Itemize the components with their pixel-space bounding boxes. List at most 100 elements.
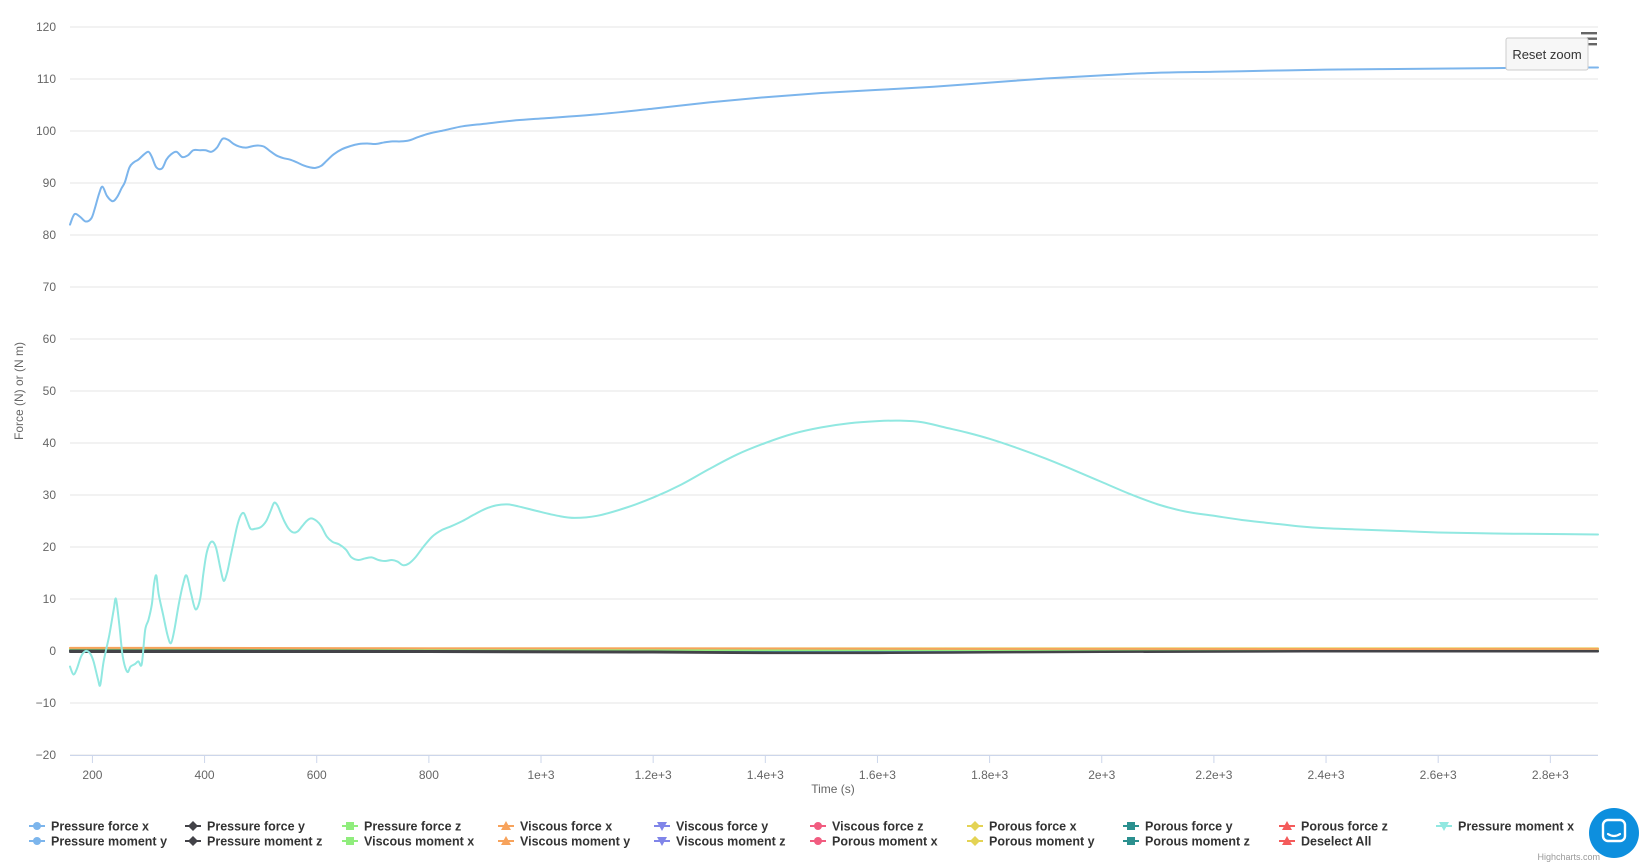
legend-item-porous-force-x[interactable]: Porous force x: [967, 820, 1077, 834]
y-axis-title: Force (N) or (N m): [12, 342, 26, 440]
legend-item-pressure-force-y[interactable]: Pressure force y: [185, 820, 305, 834]
legend-label: Pressure moment y: [51, 835, 167, 849]
legend-item-porous-moment-x[interactable]: Porous moment x: [810, 835, 938, 849]
legend-item-viscous-moment-x[interactable]: Viscous moment x: [342, 835, 474, 849]
y-tick-label: 0: [49, 644, 56, 658]
legend-label: Porous moment z: [1145, 835, 1250, 849]
x-axis-title: Time (s): [811, 782, 855, 796]
legend-label: Porous force y: [1145, 820, 1233, 834]
legend-marker-triangle-down: [657, 837, 667, 846]
legend-label: Pressure force z: [364, 820, 461, 834]
legend-item-viscous-force-z[interactable]: Viscous force z: [810, 820, 923, 834]
legend-item-viscous-moment-y[interactable]: Viscous moment y: [498, 835, 630, 849]
legend-label: Viscous moment z: [676, 835, 786, 849]
x-tick-label: 1.4e+3: [747, 768, 784, 782]
legend-marker-square: [346, 837, 354, 845]
legend-item-pressure-moment-x[interactable]: Pressure moment x: [1436, 820, 1574, 834]
x-tick-label: 1e+3: [528, 768, 555, 782]
legend-marker-diamond: [188, 836, 198, 846]
chat-launcher-button[interactable]: [1589, 808, 1639, 858]
y-tick-label: 60: [43, 332, 57, 346]
legend-marker-circle: [33, 837, 41, 845]
x-tick-label: 2e+3: [1088, 768, 1115, 782]
x-tick-label: 2.2e+3: [1195, 768, 1232, 782]
legend-marker-triangle: [501, 836, 511, 845]
reset-zoom-button[interactable]: Reset zoom: [1505, 37, 1589, 71]
legend-marker-triangle-down: [1439, 822, 1449, 831]
highcharts-credits[interactable]: Highcharts.com: [1537, 852, 1600, 862]
x-tick-label: 400: [195, 768, 215, 782]
y-tick-label: 90: [43, 176, 57, 190]
series-line-pressure-force-y[interactable]: [69, 649, 1599, 654]
legend-marker-square: [1127, 837, 1135, 845]
legend-marker-triangle: [501, 821, 511, 830]
y-tick-label: 10: [43, 592, 57, 606]
series-line-viscous-force-x[interactable]: [69, 646, 1599, 650]
legend-item-deselect-all[interactable]: Deselect All: [1279, 835, 1371, 849]
legend-item-pressure-force-x[interactable]: Pressure force x: [29, 820, 149, 834]
legend-item-pressure-force-z[interactable]: Pressure force z: [342, 820, 461, 834]
legend-label: Viscous moment y: [520, 835, 630, 849]
legend-marker-circle: [33, 822, 41, 830]
legend-marker-triangle: [1282, 836, 1292, 845]
legend-marker-circle: [814, 837, 822, 845]
legend-label: Pressure moment x: [1458, 820, 1574, 834]
chart-legend: Pressure force x Pressure force y Pressure…: [29, 820, 1574, 849]
series-line-pressure-moment-x[interactable]: [69, 419, 1599, 687]
legend-label: Viscous force y: [676, 820, 768, 834]
legend-label: Pressure moment z: [207, 835, 322, 849]
y-tick-label: 80: [43, 228, 57, 242]
legend-item-porous-moment-z[interactable]: Porous moment z: [1123, 835, 1250, 849]
x-tick-label: 2.6e+3: [1420, 768, 1457, 782]
legend-marker-square: [346, 822, 354, 830]
legend-label: Porous moment x: [832, 835, 938, 849]
legend-label: Porous moment y: [989, 835, 1095, 849]
legend-label: Viscous moment x: [364, 835, 474, 849]
legend-item-viscous-moment-z[interactable]: Viscous moment z: [654, 835, 786, 849]
axes: −20 −10 0 10 20 30 40 50 60 70 80 90 100 110 120 200 400…: [36, 20, 1598, 782]
legend-marker-triangle: [1282, 821, 1292, 830]
legend-marker-square: [1127, 822, 1135, 830]
y-tick-label: 100: [36, 124, 56, 138]
legend-label: Viscous force z: [832, 820, 923, 834]
y-tick-label: 20: [43, 540, 57, 554]
legend-marker-diamond: [188, 821, 198, 831]
legend-item-porous-force-z[interactable]: Porous force z: [1279, 820, 1388, 834]
legend-marker-diamond: [970, 836, 980, 846]
grid-lines: [70, 26, 1598, 756]
hamburger-menu-icon[interactable]: [1578, 28, 1604, 50]
y-tick-label: 40: [43, 436, 57, 450]
x-tick-label: 1.6e+3: [859, 768, 896, 782]
x-tick-label: 200: [82, 768, 102, 782]
legend-label: Deselect All: [1301, 835, 1371, 849]
legend-label: Pressure force x: [51, 820, 149, 834]
legend-item-pressure-moment-z[interactable]: Pressure moment z: [185, 835, 322, 849]
legend-item-porous-moment-y[interactable]: Porous moment y: [967, 835, 1095, 849]
y-tick-label: 50: [43, 384, 57, 398]
legend-label: Pressure force y: [207, 820, 305, 834]
legend-item-viscous-force-x[interactable]: Viscous force x: [498, 820, 612, 834]
y-tick-label: 70: [43, 280, 57, 294]
y-tick-label: 120: [36, 20, 56, 34]
y-tick-label: −10: [36, 696, 57, 710]
x-tick-label: 2.4e+3: [1308, 768, 1345, 782]
chat-bubble-icon: [1601, 818, 1627, 843]
legend-item-porous-force-y[interactable]: Porous force y: [1123, 820, 1233, 834]
y-tick-label: 30: [43, 488, 57, 502]
y-tick-label: −20: [36, 748, 57, 762]
legend-item-pressure-moment-y[interactable]: Pressure moment y: [29, 835, 167, 849]
legend-marker-circle: [814, 822, 822, 830]
plot-area: [69, 66, 1599, 687]
legend-label: Viscous force x: [520, 820, 612, 834]
series-line-pressure-force-x[interactable]: [69, 66, 1599, 226]
x-tick-label: 600: [307, 768, 327, 782]
x-tick-label: 2.8e+3: [1532, 768, 1569, 782]
series-line-pressure-force-z[interactable]: [69, 648, 1599, 651]
legend-marker-diamond: [970, 821, 980, 831]
legend-marker-triangle-down: [657, 822, 667, 831]
legend-item-viscous-force-y[interactable]: Viscous force y: [654, 820, 768, 834]
x-tick-label: 1.2e+3: [635, 768, 672, 782]
reset-zoom-label: Reset zoom: [1512, 47, 1581, 62]
